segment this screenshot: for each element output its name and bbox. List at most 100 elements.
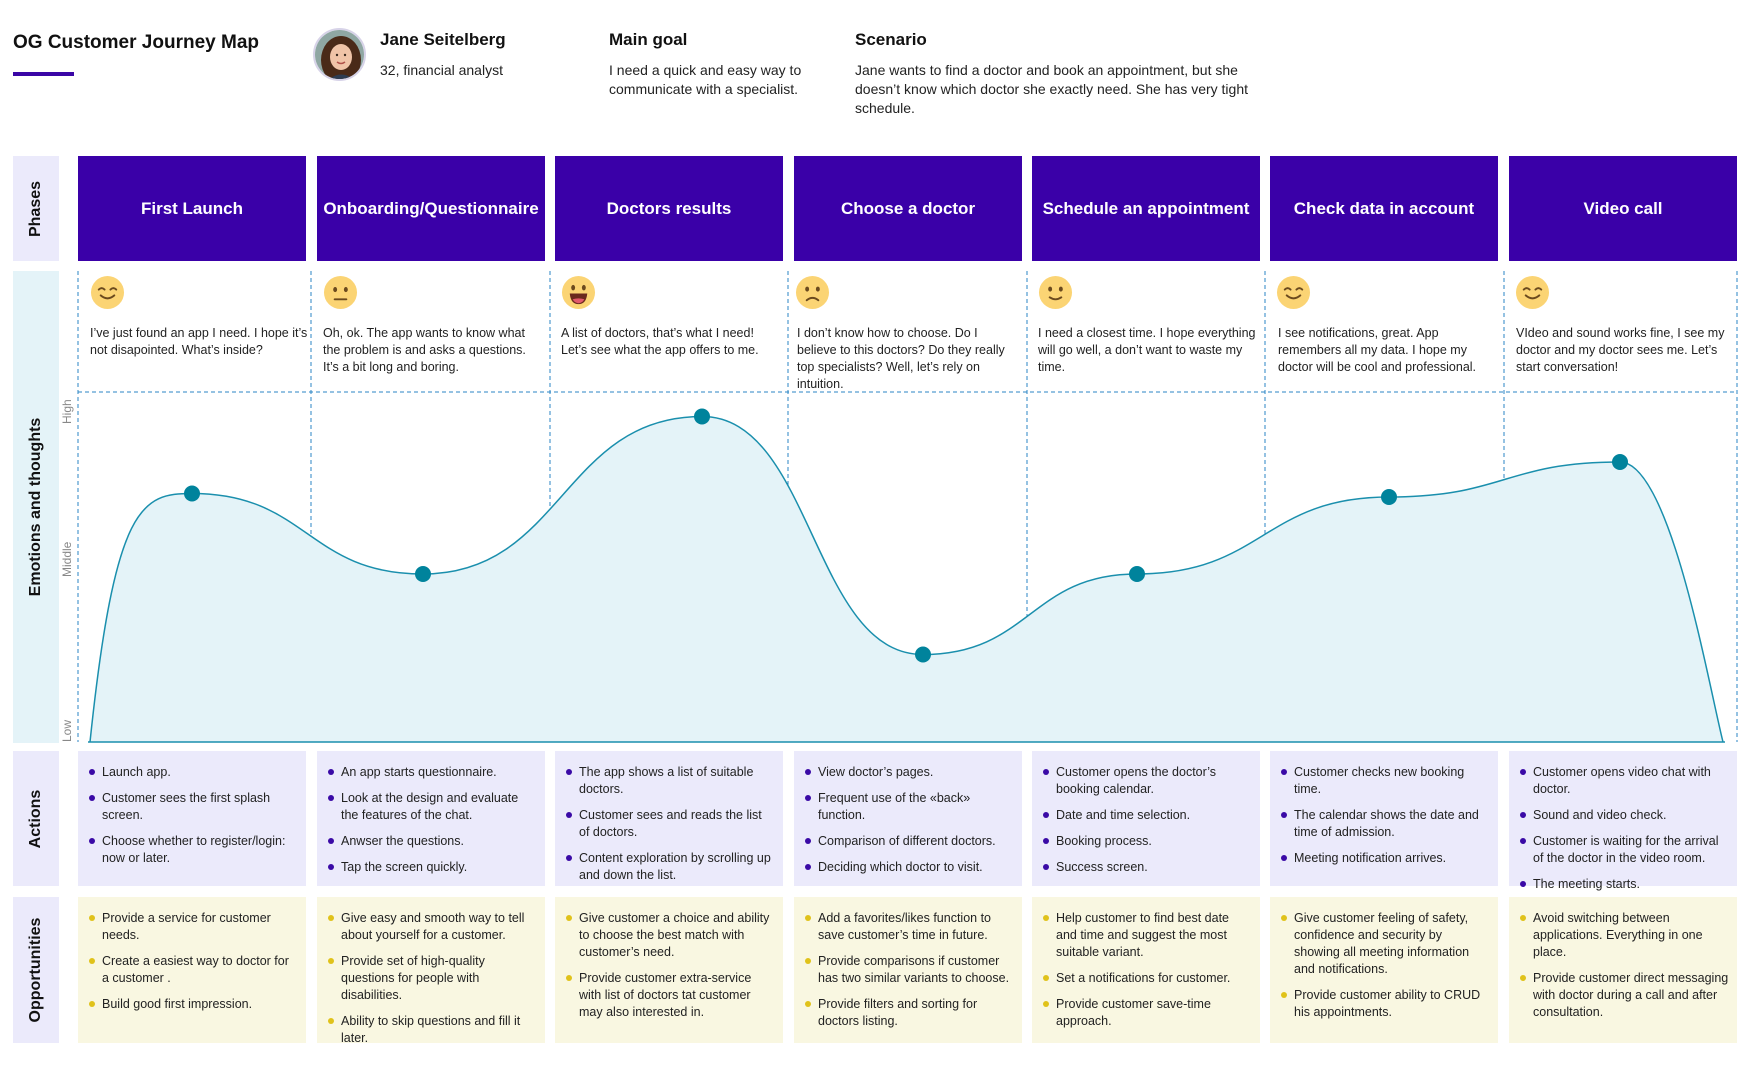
action-item: The meeting starts.: [1519, 876, 1729, 893]
action-item: Comparison of different doctors.: [804, 833, 1014, 850]
persona-name: Jane Seitelberg: [380, 30, 506, 49]
emotion-point: [694, 408, 710, 425]
emotion-point: [184, 485, 200, 502]
persona-description: 32, financial analyst: [380, 62, 503, 78]
opportunity-item: Avoid switching between applications. Ev…: [1519, 910, 1729, 961]
action-item: Customer sees the first splash screen.: [88, 790, 298, 824]
action-item: Choose whether to register/login: now or…: [88, 833, 298, 867]
actions-card-first-launch: Launch app. Customer sees the first spla…: [78, 751, 306, 886]
phase-header-choose-doctor: Choose a doctor: [794, 156, 1022, 261]
opportunity-item: Add a favorites/likes function to save c…: [804, 910, 1014, 944]
opportunities-card-video-call: Avoid switching between applications. Ev…: [1509, 897, 1737, 1043]
action-item: The calendar shows the date and time of …: [1280, 807, 1490, 841]
level-low-label: Low: [60, 719, 74, 742]
actions-card-video-call: Customer opens video chat with doctor. S…: [1509, 751, 1737, 891]
phase-header-doctors-results: Doctors results: [555, 156, 783, 261]
row-label-actions: Actions: [13, 751, 59, 886]
action-item: Content exploration by scrolling up and …: [565, 850, 775, 884]
phase-header-first-launch: First Launch: [78, 156, 306, 261]
action-item: Booking process.: [1042, 833, 1252, 850]
opportunity-item: Build good first impression.: [88, 996, 298, 1013]
opportunity-item: Give easy and smooth way to tell about y…: [327, 910, 537, 944]
avatar: [313, 28, 366, 81]
actions-card-choose-doctor: View doctor’s pages. Frequent use of the…: [794, 751, 1022, 886]
opportunities-card-first-launch: Provide a service for customer needs. Cr…: [78, 897, 306, 1043]
phase-header-video-call: Video call: [1509, 156, 1737, 261]
opportunity-item: Provide customer save-time approach.: [1042, 996, 1252, 1030]
action-item: Launch app.: [88, 764, 298, 781]
opportunities-card-check-data: Give customer feeling of safety, confide…: [1270, 897, 1498, 1043]
opportunities-card-onboarding: Give easy and smooth way to tell about y…: [317, 897, 545, 1045]
level-middle-label: Middle: [60, 541, 74, 577]
emotion-point: [1129, 566, 1145, 582]
smiling-face-icon: [90, 275, 125, 310]
opportunity-item: Create a easiest way to doctor for a cus…: [88, 953, 298, 987]
opportunity-item: Provide customer extra-service with list…: [565, 970, 775, 1021]
opportunity-item: Give customer a choice and ability to ch…: [565, 910, 775, 961]
thought-doctors-results: A list of doctors, that’s what I need! L…: [561, 326, 759, 357]
action-item: Customer opens video chat with doctor.: [1519, 764, 1729, 798]
action-item: Tap the screen quickly.: [327, 859, 537, 876]
smiling-face-icon: [1515, 275, 1550, 310]
actions-card-doctors-results: The app shows a list of suitable doctors…: [555, 751, 783, 886]
action-item: Meeting notification arrives.: [1280, 850, 1490, 867]
main-goal-text: I need a quick and easy way to communica…: [609, 62, 802, 97]
thought-schedule: I need a closest time. I hope everything…: [1038, 326, 1256, 374]
action-item: Date and time selection.: [1042, 807, 1252, 824]
level-high-label: High: [60, 399, 74, 424]
action-item: Customer is waiting for the arrival of t…: [1519, 833, 1729, 867]
thought-onboarding: Oh, ok. The app wants to know what the p…: [323, 326, 526, 374]
main-goal-label: Main goal: [609, 30, 688, 49]
action-item: An app starts questionnaire.: [327, 764, 537, 781]
action-item: Customer opens the doctor’s booking cale…: [1042, 764, 1252, 798]
thought-first-launch: I’ve just found an app I need. I hope it…: [90, 326, 308, 357]
grinning-face-icon: [561, 275, 596, 310]
emotion-point: [915, 646, 931, 663]
action-item: Customer sees and reads the list of doct…: [565, 807, 775, 841]
scenario-text: Jane wants to find a doctor and book an …: [855, 62, 1248, 116]
action-item: Deciding which doctor to visit.: [804, 859, 1014, 876]
emotion-point: [415, 566, 431, 582]
thought-check-data: I see notifications, great. App remember…: [1278, 326, 1477, 374]
thought-choose-doctor: I don’t know how to choose. Do I believe…: [797, 326, 1005, 391]
opportunity-item: Ability to skip questions and fill it la…: [327, 1013, 537, 1047]
slight-smile-face-icon: [1038, 275, 1073, 310]
actions-card-onboarding: An app starts questionnaire. Look at the…: [317, 751, 545, 886]
opportunity-item: Provide set of high-quality questions fo…: [327, 953, 537, 1004]
phase-header-schedule: Schedule an appointment: [1032, 156, 1260, 261]
opportunity-item: Provide a service for customer needs.: [88, 910, 298, 944]
emotion-point: [1381, 489, 1397, 505]
emotion-point: [1612, 454, 1628, 470]
action-item: Anwser the questions.: [327, 833, 537, 850]
thought-video-call: VIdeo and sound works fine, I see my doc…: [1516, 326, 1725, 374]
emotion-area: [90, 416, 1723, 742]
page-title: OG Customer Journey Map: [13, 32, 259, 53]
action-item: Look at the design and evaluate the feat…: [327, 790, 537, 824]
action-item: Frequent use of the «back» function.: [804, 790, 1014, 824]
frowning-face-icon: [795, 275, 830, 310]
opportunities-card-choose-doctor: Add a favorites/likes function to save c…: [794, 897, 1022, 1043]
phase-header-onboarding: Onboarding/Questionnaire: [317, 156, 545, 261]
row-label-emotions: Emotions and thoughts: [13, 271, 59, 743]
opportunity-item: Give customer feeling of safety, confide…: [1280, 910, 1490, 978]
opportunity-item: Set a notifications for customer.: [1042, 970, 1252, 987]
emotion-line: [89, 415, 1724, 743]
opportunities-card-doctors-results: Give customer a choice and ability to ch…: [555, 897, 783, 1043]
opportunity-item: Provide filters and sorting for doctors …: [804, 996, 1014, 1030]
action-item: Customer checks new booking time.: [1280, 764, 1490, 798]
smiling-face-icon: [1276, 275, 1311, 310]
opportunity-item: Provide customer direct messaging with d…: [1519, 970, 1729, 1021]
neutral-face-icon: [323, 275, 358, 310]
action-item: Success screen.: [1042, 859, 1252, 876]
opportunity-item: Help customer to find best date and time…: [1042, 910, 1252, 961]
action-item: Sound and video check.: [1519, 807, 1729, 824]
opportunity-item: Provide customer ability to CRUD his app…: [1280, 987, 1490, 1021]
opportunity-item: Provide comparisons if customer has two …: [804, 953, 1014, 987]
phase-header-check-data: Check data in account: [1270, 156, 1498, 261]
action-item: The app shows a list of suitable doctors…: [565, 764, 775, 798]
title-underline: [13, 72, 74, 76]
actions-card-schedule: Customer opens the doctor’s booking cale…: [1032, 751, 1260, 886]
actions-card-check-data: Customer checks new booking time. The ca…: [1270, 751, 1498, 886]
action-item: View doctor’s pages.: [804, 764, 1014, 781]
scenario-label: Scenario: [855, 30, 927, 49]
